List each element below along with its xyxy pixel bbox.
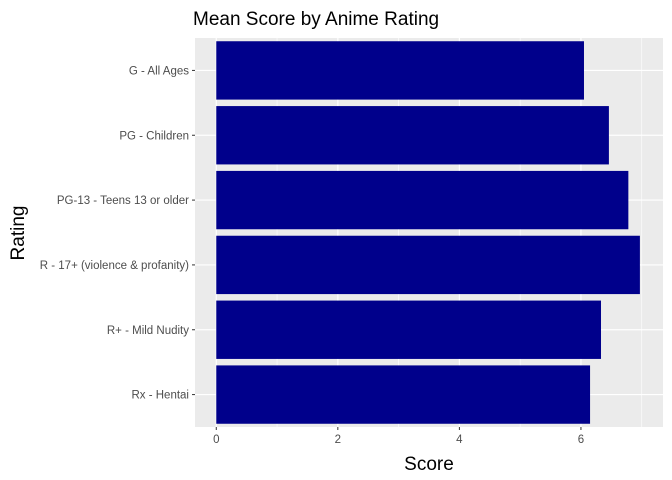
y-tick-label: PG-13 - Teens 13 or older (57, 195, 189, 207)
x-axis-title: Score (404, 454, 454, 475)
plot-panel (195, 38, 663, 427)
bars (216, 41, 640, 424)
bar (216, 365, 591, 424)
x-tick-label: 0 (213, 434, 219, 446)
x-tick-label: 4 (456, 434, 463, 446)
y-tick-label: R+ - Mild Nudity (107, 325, 189, 337)
bar (216, 300, 602, 359)
bar (216, 235, 640, 295)
x-tick-label: 6 (578, 434, 584, 446)
y-axis-title: Rating (8, 206, 29, 261)
y-tick-label: Rx - Hentai (131, 390, 189, 402)
chart-title: Mean Score by Anime Rating (193, 9, 439, 30)
bar (216, 106, 609, 165)
bar (216, 41, 584, 100)
y-tick-label: G - All Ages (129, 65, 189, 77)
minor-gridlines (276, 38, 643, 427)
x-axis: 0 2 4 6 (213, 427, 584, 446)
y-axis: G - All Ages PG - Children PG-13 - Teens 1… (40, 65, 195, 402)
bar (216, 170, 629, 230)
y-tick-label: R - 17+ (violence & profanity) (40, 260, 189, 272)
x-tick-label: 2 (335, 434, 341, 446)
y-tick-label: PG - Children (119, 130, 189, 142)
